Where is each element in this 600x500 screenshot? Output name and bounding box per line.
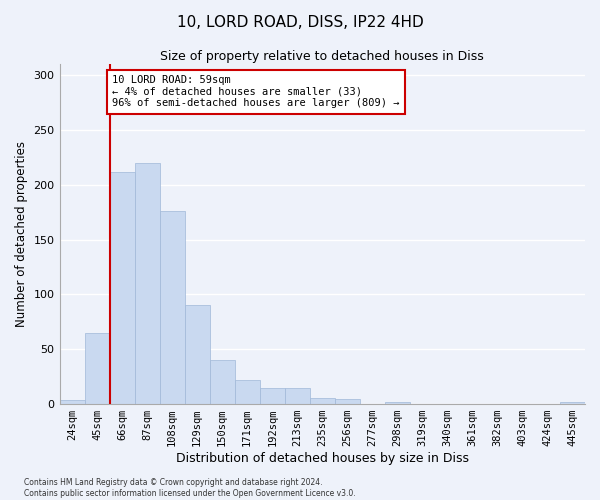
Bar <box>209 360 235 404</box>
Bar <box>160 211 185 404</box>
Text: 10 LORD ROAD: 59sqm
← 4% of detached houses are smaller (33)
96% of semi-detache: 10 LORD ROAD: 59sqm ← 4% of detached hou… <box>112 75 400 108</box>
Bar <box>59 400 85 404</box>
Bar <box>335 398 360 404</box>
X-axis label: Distribution of detached houses by size in Diss: Distribution of detached houses by size … <box>176 452 469 465</box>
Bar <box>134 163 160 404</box>
Bar <box>185 306 209 404</box>
Bar <box>310 398 335 404</box>
Bar <box>85 333 110 404</box>
Bar <box>235 380 260 404</box>
Bar <box>560 402 585 404</box>
Bar <box>260 388 285 404</box>
Bar <box>110 172 134 404</box>
Y-axis label: Number of detached properties: Number of detached properties <box>15 141 28 327</box>
Bar <box>285 388 310 404</box>
Text: 10, LORD ROAD, DISS, IP22 4HD: 10, LORD ROAD, DISS, IP22 4HD <box>176 15 424 30</box>
Bar <box>385 402 410 404</box>
Text: Contains HM Land Registry data © Crown copyright and database right 2024.
Contai: Contains HM Land Registry data © Crown c… <box>24 478 356 498</box>
Title: Size of property relative to detached houses in Diss: Size of property relative to detached ho… <box>160 50 484 63</box>
